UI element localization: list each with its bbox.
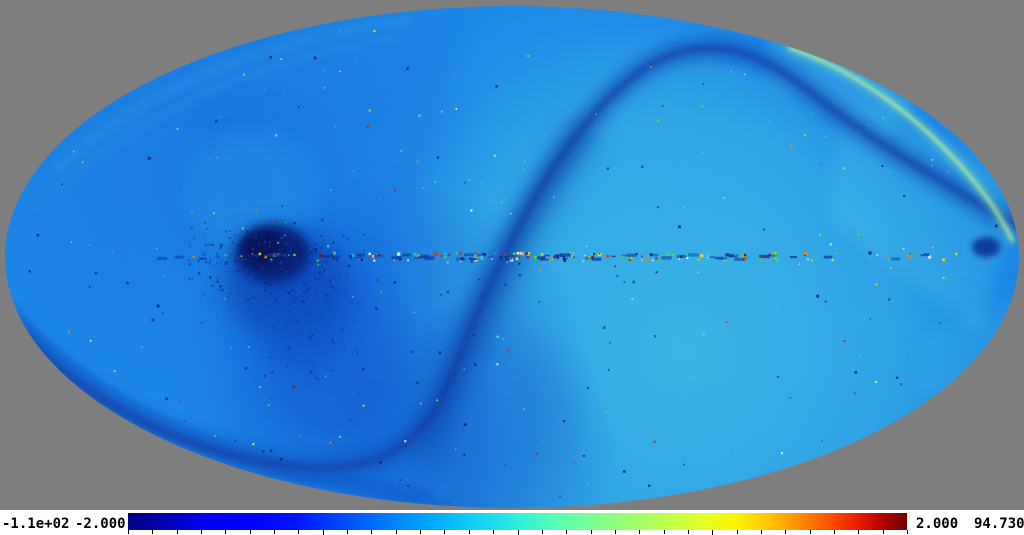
- colorbar-tick: [712, 530, 714, 535]
- colorbar-tick: [152, 530, 154, 534]
- colorbar-tick: [541, 530, 543, 534]
- colorbar-tick: [687, 530, 689, 534]
- colorbar-tick: [128, 530, 129, 534]
- colorbar-high-label: 2.000: [916, 516, 959, 532]
- colorbar-gradient: [128, 513, 907, 530]
- colorbar-tick: [833, 530, 835, 534]
- colorbar-tick: [639, 530, 641, 534]
- colorbar-tick: [298, 530, 300, 534]
- colorbar-tick: [663, 530, 665, 534]
- colorbar-tick: [468, 530, 470, 534]
- colorbar-tick: [517, 530, 519, 535]
- colorbar-min-label: -1.1e+02: [2, 516, 70, 532]
- colorbar-tick: [201, 530, 203, 534]
- colorbar-tick: [444, 530, 446, 534]
- colorbar-tick: [249, 530, 251, 534]
- colorbar-tick: [858, 530, 860, 534]
- colorbar-tick: [371, 530, 373, 534]
- colorbar-max-label: 94.730: [974, 516, 1024, 532]
- colorbar-low-label: -2.000: [75, 516, 126, 532]
- colorbar: -1.1e+02 -2.000 2.000 94.730: [0, 510, 1024, 535]
- colorbar-tick: [176, 530, 178, 534]
- colorbar-tick: [809, 530, 811, 534]
- colorbar-tick: [882, 530, 884, 534]
- colorbar-tick: [736, 530, 738, 534]
- colorbar-tick: [785, 530, 787, 534]
- colorbar-tick: [322, 530, 324, 535]
- colorbar-tick: [760, 530, 762, 534]
- colorbar-tick: [420, 530, 422, 534]
- colorbar-tick: [493, 530, 495, 534]
- colorbar-tick: [566, 530, 568, 534]
- colorbar-tick: [907, 530, 908, 534]
- colorbar-tick: [590, 530, 592, 534]
- colorbar-tick: [274, 530, 276, 534]
- colorbar-tick: [395, 530, 397, 534]
- colorbar-tick: [225, 530, 227, 534]
- colorbar-tick: [614, 530, 616, 534]
- colorbar-tick: [347, 530, 349, 534]
